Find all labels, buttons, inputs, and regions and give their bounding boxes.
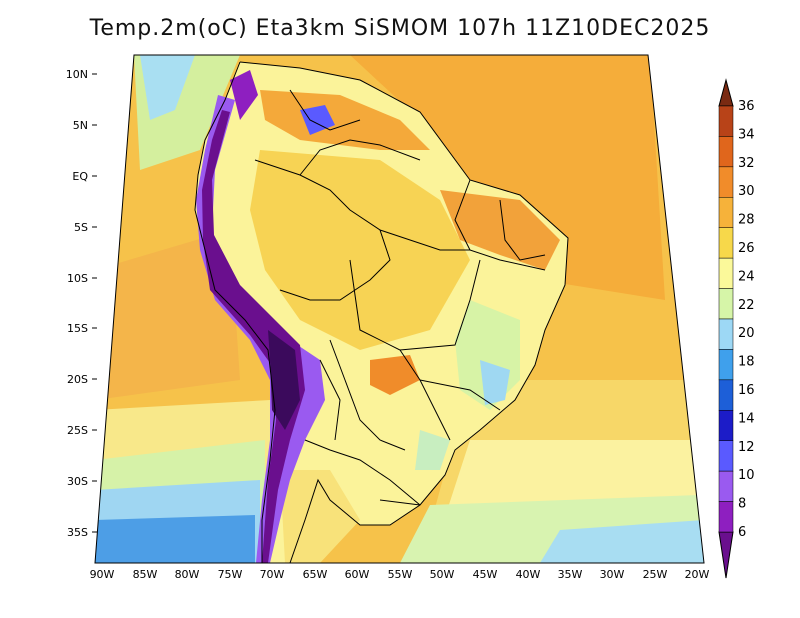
colorbar-label: 26 bbox=[738, 241, 755, 256]
colorbar-label: 34 bbox=[738, 127, 755, 142]
colorbar-label: 24 bbox=[738, 269, 755, 284]
colorbar-swatch bbox=[718, 379, 734, 411]
lat-label: 35S bbox=[67, 526, 88, 539]
colorbar-swatch bbox=[718, 166, 734, 198]
lon-label: 20W bbox=[685, 568, 710, 581]
latitude-axis: 10N 5N EQ 5S 10S 15S 20S 25S 30S 35S bbox=[66, 68, 97, 539]
lon-label: 30W bbox=[600, 568, 625, 581]
lat-label: 15S bbox=[67, 322, 88, 335]
colorbar-swatch bbox=[718, 105, 734, 137]
temperature-field bbox=[95, 55, 704, 563]
lat-label: 5N bbox=[73, 119, 88, 132]
lat-label: 25S bbox=[67, 424, 88, 437]
colorbar-label: 16 bbox=[738, 383, 755, 398]
colorbar-label: 28 bbox=[738, 213, 755, 228]
lon-label: 75W bbox=[218, 568, 243, 581]
colorbar-swatch bbox=[718, 440, 734, 472]
lat-label: EQ bbox=[72, 170, 88, 183]
colorbar-label: 10 bbox=[738, 468, 755, 483]
lat-label: 20S bbox=[67, 373, 88, 386]
lon-label: 45W bbox=[473, 568, 498, 581]
lon-label: 80W bbox=[175, 568, 200, 581]
boundaries bbox=[194, 61, 569, 563]
map-frame bbox=[94, 54, 705, 564]
lon-label: 25W bbox=[643, 568, 668, 581]
lon-label: 65W bbox=[303, 568, 328, 581]
lon-label: 90W bbox=[90, 568, 115, 581]
colorbar-swatch bbox=[718, 197, 734, 228]
colorbar-min-arrow bbox=[718, 531, 734, 579]
lon-label: 50W bbox=[430, 568, 455, 581]
colorbar-max-arrow bbox=[718, 78, 734, 107]
colorbar-label: 12 bbox=[738, 440, 755, 455]
lon-label: 55W bbox=[388, 568, 413, 581]
lon-label: 70W bbox=[260, 568, 285, 581]
lon-label: 40W bbox=[516, 568, 541, 581]
colorbar-swatch bbox=[718, 501, 734, 533]
colorbar-swatch bbox=[718, 470, 734, 502]
lat-label: 10S bbox=[67, 272, 88, 285]
lon-label: 85W bbox=[133, 568, 158, 581]
colorbar-label: 30 bbox=[738, 184, 755, 199]
colorbar-label: 8 bbox=[738, 497, 746, 512]
colorbar-label: 18 bbox=[738, 355, 755, 370]
colorbar-swatch bbox=[718, 318, 734, 350]
lon-label: 35W bbox=[558, 568, 583, 581]
colorbar-swatch bbox=[718, 257, 734, 289]
colorbar-label: 14 bbox=[738, 411, 755, 426]
colorbar-swatch bbox=[718, 349, 734, 381]
lat-label: 10N bbox=[66, 68, 88, 81]
colorbar-swatch bbox=[718, 136, 734, 168]
colorbar-label: 20 bbox=[738, 326, 755, 341]
colorbar-label: 36 bbox=[738, 99, 755, 114]
longitude-axis: 90W 85W 80W 75W 70W 65W 60W 55W 50W 45W … bbox=[90, 568, 710, 581]
colorbar-swatch bbox=[718, 227, 734, 259]
colorbar-label: 6 bbox=[738, 525, 746, 540]
lon-label: 60W bbox=[345, 568, 370, 581]
colorbar: 6 8 10 12 14 16 18 20 22 24 26 28 30 32 34 36 bbox=[718, 78, 755, 579]
lat-label: 5S bbox=[74, 221, 88, 234]
colorbar-label: 32 bbox=[738, 156, 755, 171]
lat-label: 30S bbox=[67, 475, 88, 488]
map-title: Temp.2m(oC) Eta3km SiSMOM 107h 11Z10DEC2… bbox=[89, 16, 711, 41]
colorbar-swatch bbox=[718, 410, 734, 441]
colorbar-label: 22 bbox=[738, 298, 755, 313]
colorbar-swatch bbox=[718, 288, 734, 320]
